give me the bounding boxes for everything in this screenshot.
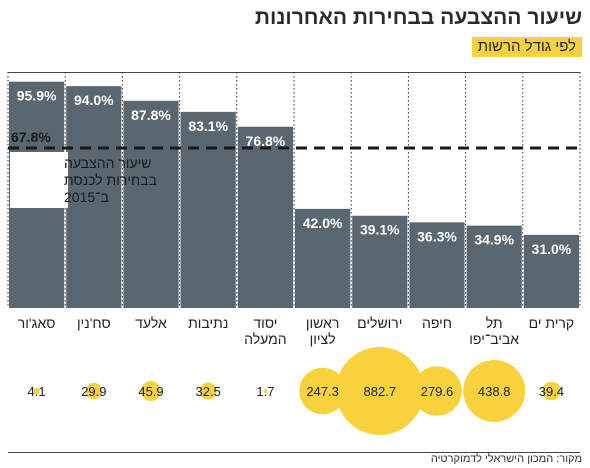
- chart-subtitle: לפי גודל הרשות: [471, 37, 582, 57]
- reference-label-line-2: בבחירות לכנסת: [64, 172, 157, 188]
- category-label: נתיבות: [188, 315, 228, 331]
- bar: [180, 111, 236, 308]
- bar-value-label: 76.8%: [246, 133, 286, 149]
- bar: [237, 126, 293, 308]
- reference-label-backdrop: [10, 151, 68, 208]
- bar-value-label: 94.0%: [74, 92, 114, 108]
- bubble-value-label: 279.6: [421, 384, 454, 399]
- category-label: ראשון: [306, 315, 339, 331]
- category-label: ירושלים: [357, 315, 402, 331]
- bubble: [299, 367, 346, 415]
- bar-value-label: 34.9%: [474, 232, 514, 248]
- bar-value-label: 87.8%: [131, 107, 171, 123]
- bubble: [412, 366, 462, 416]
- category-label: אלעד: [135, 315, 167, 331]
- bubble-value-label: 4.1: [28, 384, 46, 399]
- bottom-rule: [8, 452, 580, 453]
- bubble: [199, 382, 217, 400]
- bubble: [85, 382, 102, 400]
- bar-value-label: 83.1%: [188, 118, 228, 134]
- bubble: [542, 381, 561, 401]
- category-label: המעלה: [244, 331, 287, 347]
- bar-value-label: 39.1%: [360, 222, 400, 238]
- bubble-value-label: 29.9: [81, 384, 106, 399]
- category-label: לציון: [310, 331, 336, 347]
- bubble-value-label: 32.5: [196, 384, 221, 399]
- category-label: קרית ים: [529, 315, 575, 331]
- bubble-value-label: 45.9: [138, 384, 163, 399]
- chart-title: שיעור ההצבעה בבחירות האחרונות: [254, 6, 582, 29]
- category-label: יסוד: [253, 315, 277, 331]
- column-dividers: [7, 72, 581, 308]
- bar-value-label: 36.3%: [417, 228, 457, 244]
- bar: [466, 225, 522, 308]
- source-note: מקור: המכון הישראלי לדמוקרטיה: [430, 453, 582, 465]
- category-label: סאג'ור: [18, 315, 56, 331]
- bubbles-group: 39.4 438.8 279.6 882.7 247.3 1.7 32.5 45.9 29.9 4…: [28, 347, 564, 435]
- bar: [295, 208, 351, 308]
- bar: [66, 86, 122, 308]
- bar: [352, 215, 408, 308]
- reference-label-line-1: שיעור ההצבעה: [64, 155, 152, 171]
- bubble-value-label: 1.7: [256, 384, 274, 399]
- bubble-value-label: 247.3: [306, 384, 339, 399]
- bar-value-label: 42.0%: [303, 215, 343, 231]
- bar-value-label: 95.9%: [17, 88, 57, 104]
- reference-group: 67.8% שיעור ההצבעה בבחירות לכנסת ב־2015: [8, 129, 580, 208]
- category-label: סח'נין: [77, 315, 111, 331]
- bar: [409, 222, 465, 308]
- bubble-value-label: 882.7: [364, 384, 397, 399]
- bubble-value-label: 39.4: [539, 384, 564, 399]
- category-label: אביב־יפו: [469, 331, 519, 347]
- reference-value-label: 67.8%: [11, 129, 51, 145]
- bubble: [33, 388, 40, 394]
- reference-label-line-3: ב־2015: [64, 189, 109, 205]
- bubble: [335, 347, 424, 435]
- bar: [123, 100, 179, 309]
- bubble: [263, 389, 268, 393]
- bars-group: 31.0% 34.9% 36.3% 39.1% 42.0% 76.8% 83.1% 87.8%…: [9, 81, 579, 309]
- bubble: [463, 359, 526, 423]
- bubble: [140, 380, 162, 402]
- bar: [523, 234, 579, 308]
- bubble-value-label: 438.8: [478, 384, 511, 399]
- category-label: תל: [486, 315, 503, 331]
- category-label: חיפה: [422, 315, 452, 331]
- bar-value-label: 31.0%: [532, 241, 572, 257]
